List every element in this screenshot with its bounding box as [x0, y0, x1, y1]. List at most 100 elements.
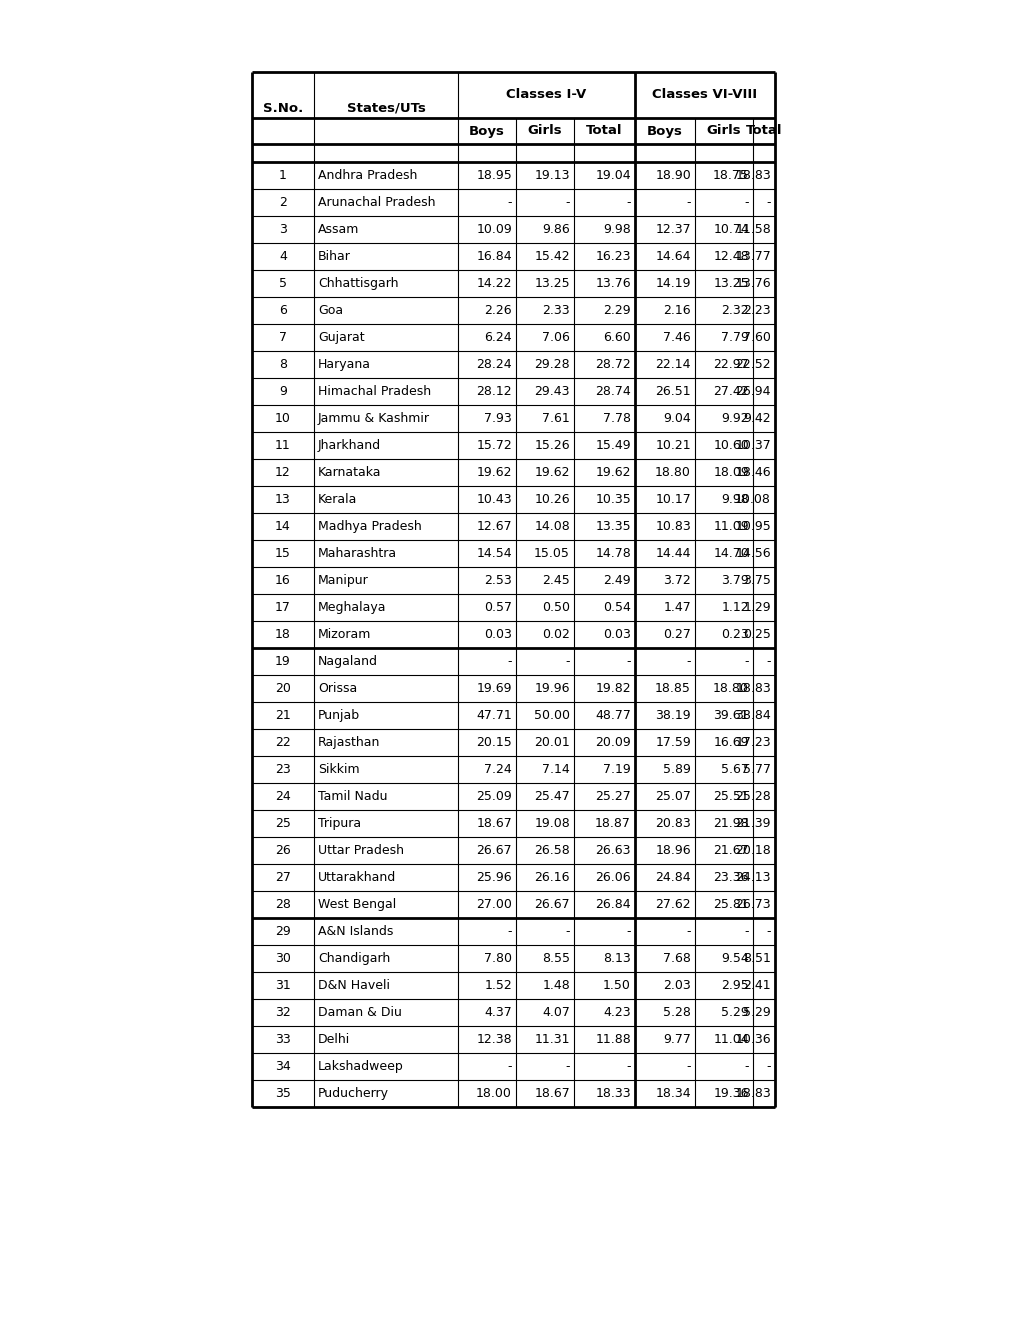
Text: 10.17: 10.17: [654, 492, 690, 506]
Text: -: -: [686, 925, 690, 939]
Text: 10.83: 10.83: [654, 520, 690, 533]
Text: 18.09: 18.09: [712, 466, 748, 479]
Text: Andhra Pradesh: Andhra Pradesh: [318, 169, 417, 182]
Text: 18.80: 18.80: [654, 466, 690, 479]
Text: 11.04: 11.04: [712, 1034, 748, 1045]
Text: 12.67: 12.67: [476, 520, 512, 533]
Text: 18.34: 18.34: [655, 1086, 690, 1100]
Text: 18.95: 18.95: [476, 169, 512, 182]
Text: 26.94: 26.94: [735, 385, 770, 399]
Text: Chhattisgarh: Chhattisgarh: [318, 277, 398, 290]
Text: 2.29: 2.29: [603, 304, 631, 317]
Text: 25.96: 25.96: [476, 871, 512, 884]
Text: 17: 17: [275, 601, 290, 614]
Text: 2.23: 2.23: [743, 304, 770, 317]
Text: 7: 7: [279, 331, 286, 345]
Text: 2: 2: [279, 195, 286, 209]
Text: 13.25: 13.25: [534, 277, 570, 290]
Text: 2.32: 2.32: [720, 304, 748, 317]
Text: Karnataka: Karnataka: [318, 466, 381, 479]
Text: 8.55: 8.55: [541, 952, 570, 965]
Text: -: -: [765, 655, 770, 668]
Text: 5.67: 5.67: [720, 763, 748, 776]
Text: Assam: Assam: [318, 223, 359, 236]
Text: Boys: Boys: [469, 124, 504, 137]
Text: -: -: [765, 1060, 770, 1073]
Text: States/UTs: States/UTs: [346, 102, 425, 115]
Text: 9.92: 9.92: [720, 412, 748, 425]
Text: Lakshadweep: Lakshadweep: [318, 1060, 404, 1073]
Text: Mizoram: Mizoram: [318, 628, 371, 642]
Text: 15.05: 15.05: [534, 546, 570, 560]
Text: -: -: [686, 655, 690, 668]
Text: 14.70: 14.70: [712, 546, 748, 560]
Text: 15.72: 15.72: [476, 440, 512, 451]
Text: -: -: [765, 925, 770, 939]
Text: -: -: [565, 1060, 570, 1073]
Text: 4.07: 4.07: [541, 1006, 570, 1019]
Text: 17.23: 17.23: [735, 737, 770, 748]
Text: 3: 3: [279, 223, 286, 236]
Text: 14.19: 14.19: [655, 277, 690, 290]
Text: -: -: [565, 195, 570, 209]
Text: 4: 4: [279, 249, 286, 263]
Text: 8: 8: [279, 358, 286, 371]
Text: 19.82: 19.82: [595, 682, 631, 696]
Text: 7.24: 7.24: [484, 763, 512, 776]
Text: -: -: [626, 195, 631, 209]
Text: 7.78: 7.78: [602, 412, 631, 425]
Text: 1.52: 1.52: [484, 979, 512, 993]
Text: 20.01: 20.01: [534, 737, 570, 748]
Text: 19.62: 19.62: [534, 466, 570, 479]
Text: 35: 35: [275, 1086, 290, 1100]
Text: 0.23: 0.23: [720, 628, 748, 642]
Text: 13: 13: [275, 492, 290, 506]
Text: Classes I-V: Classes I-V: [505, 88, 586, 102]
Text: 0.57: 0.57: [484, 601, 512, 614]
Text: 2.03: 2.03: [662, 979, 690, 993]
Text: 4.23: 4.23: [603, 1006, 631, 1019]
Text: 15.49: 15.49: [595, 440, 631, 451]
Text: 1.50: 1.50: [602, 979, 631, 993]
Text: 5.28: 5.28: [662, 1006, 690, 1019]
Text: 14.64: 14.64: [655, 249, 690, 263]
Text: 26.06: 26.06: [595, 871, 631, 884]
Text: Sikkim: Sikkim: [318, 763, 360, 776]
Text: 26.51: 26.51: [655, 385, 690, 399]
Text: 11.58: 11.58: [735, 223, 770, 236]
Text: -: -: [507, 925, 512, 939]
Text: 29: 29: [275, 925, 290, 939]
Text: 21.67: 21.67: [712, 843, 748, 857]
Text: 3.72: 3.72: [662, 574, 690, 587]
Text: 19.96: 19.96: [534, 682, 570, 696]
Text: 18.83: 18.83: [735, 1086, 770, 1100]
Text: 6.24: 6.24: [484, 331, 512, 345]
Text: Madhya Pradesh: Madhya Pradesh: [318, 520, 421, 533]
Text: 9.98: 9.98: [720, 492, 748, 506]
Text: 0.25: 0.25: [743, 628, 770, 642]
Text: 16.69: 16.69: [713, 737, 748, 748]
Text: 0.50: 0.50: [541, 601, 570, 614]
Text: 7.61: 7.61: [542, 412, 570, 425]
Text: 34: 34: [275, 1060, 290, 1073]
Text: -: -: [686, 1060, 690, 1073]
Text: 6: 6: [279, 304, 286, 317]
Text: 10.21: 10.21: [655, 440, 690, 451]
Text: 7.46: 7.46: [662, 331, 690, 345]
Text: 28: 28: [275, 898, 290, 911]
Text: Meghalaya: Meghalaya: [318, 601, 386, 614]
Text: -: -: [565, 655, 570, 668]
Text: 10.95: 10.95: [735, 520, 770, 533]
Text: 27.00: 27.00: [476, 898, 512, 911]
Text: 16: 16: [275, 574, 290, 587]
Text: 11.88: 11.88: [595, 1034, 631, 1045]
Text: 27.42: 27.42: [712, 385, 748, 399]
Text: 14.08: 14.08: [534, 520, 570, 533]
Text: 25.07: 25.07: [654, 789, 690, 803]
Text: 29.28: 29.28: [534, 358, 570, 371]
Text: 25.81: 25.81: [712, 898, 748, 911]
Text: Punjab: Punjab: [318, 709, 360, 722]
Text: 10.37: 10.37: [735, 440, 770, 451]
Text: 1.29: 1.29: [743, 601, 770, 614]
Text: 25.27: 25.27: [595, 789, 631, 803]
